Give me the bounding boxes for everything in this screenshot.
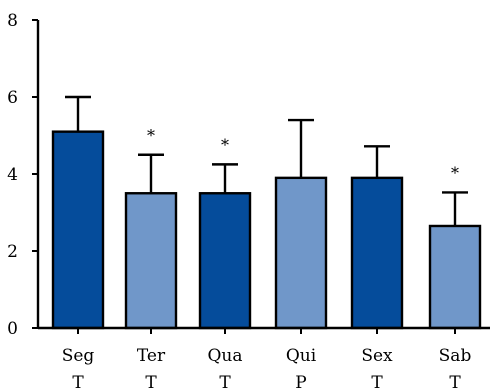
significance-marker: *: [221, 135, 229, 154]
x-tick-label: Sex: [361, 346, 393, 366]
error-bars: * * *: [65, 95, 468, 226]
x-tick-labels: Seg T Ter T Qua T Qui P Sex T Sab T: [62, 346, 472, 391]
x-tick-label: Qui: [286, 346, 317, 366]
bar-sab: [428, 224, 482, 330]
x-tick-sublabel: T: [72, 373, 84, 391]
y-tick-label: 2: [7, 242, 18, 262]
x-tick-label: Ter: [137, 346, 166, 366]
x-tick-sublabel: T: [449, 373, 461, 391]
x-tick-sublabel: T: [145, 373, 157, 391]
x-tick-label: Qua: [207, 346, 242, 366]
bar-ter: [124, 192, 178, 330]
bar-sex: [350, 176, 404, 330]
x-tick-sublabel: T: [371, 373, 383, 391]
y-tick-label: 0: [7, 319, 18, 339]
x-tick-label: Sab: [439, 346, 472, 366]
bars: [51, 130, 482, 330]
significance-marker: *: [451, 163, 459, 182]
bar-seg: [51, 130, 105, 330]
x-axis: [38, 326, 490, 334]
y-tick-label: 4: [7, 165, 18, 185]
significance-marker: *: [147, 126, 155, 145]
y-axis: 0 2 4 6 8: [7, 11, 40, 339]
x-tick-sublabel: P: [295, 373, 306, 391]
x-tick-label: Seg: [62, 346, 95, 366]
bar-qui: [274, 176, 328, 330]
y-tick-label: 6: [7, 88, 18, 108]
y-tick-label: 8: [7, 11, 18, 31]
x-tick-sublabel: T: [219, 373, 231, 391]
bar-qua: [198, 192, 252, 330]
